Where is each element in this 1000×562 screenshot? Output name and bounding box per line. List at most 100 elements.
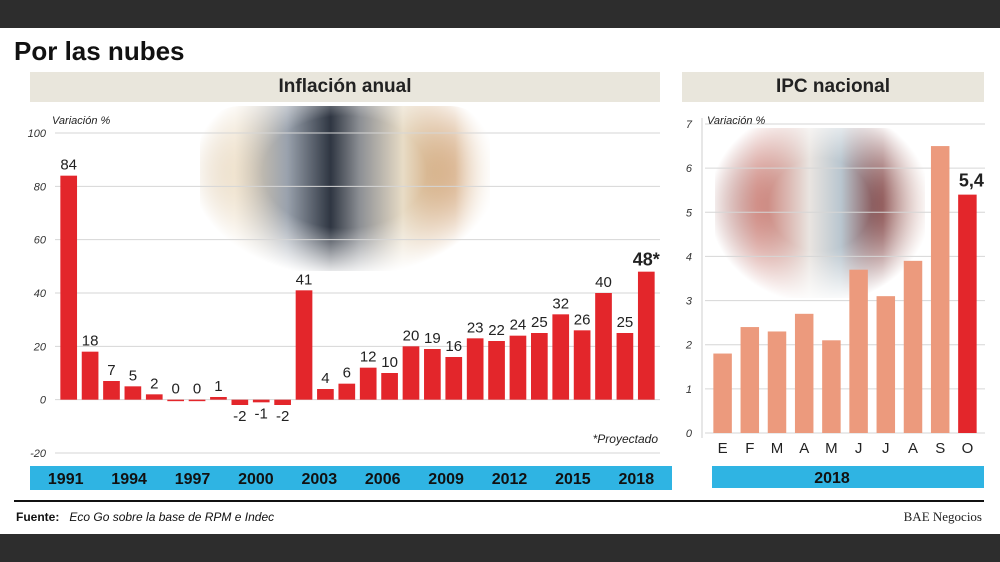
ipc-bar — [794, 313, 814, 433]
bar-value-label: 26 — [574, 311, 591, 328]
y-tick-label: 80 — [34, 181, 47, 193]
ipc-bar — [740, 327, 760, 433]
inflation-bar — [60, 175, 78, 400]
y-tick-label: 4 — [686, 251, 692, 263]
inflation-bar — [424, 349, 441, 400]
x-tick-label: O — [962, 440, 974, 457]
x-tick-label: 2012 — [492, 471, 528, 488]
ipc-bar — [903, 260, 923, 433]
bar-value-label: -2 — [276, 408, 289, 425]
bar-value-label: 22 — [488, 322, 505, 339]
x-axis-band — [30, 466, 672, 490]
bar-value-label: 1 — [214, 378, 222, 395]
y-tick-label: 100 — [28, 128, 47, 140]
shopping-cart-photo — [715, 128, 925, 298]
inflation-bar — [509, 335, 527, 400]
x-tick-label: 2000 — [238, 471, 274, 488]
bar-value-label: 18 — [82, 333, 99, 350]
y-tick-label: 0 — [686, 428, 693, 440]
source-note: Fuente: Eco Go sobre la base de RPM e Ind… — [16, 510, 274, 524]
inflation-bar — [637, 271, 655, 400]
bar-value-label: 25 — [531, 314, 548, 331]
y-tick-label: 0 — [40, 395, 47, 407]
bar-value-label: 20 — [403, 327, 420, 344]
inflation-bar — [188, 399, 206, 402]
x-tick-label: M — [825, 440, 838, 457]
inflation-bar — [552, 314, 570, 400]
bar-value-label: 41 — [296, 271, 313, 288]
x-tick-label: 2009 — [428, 471, 464, 488]
infographic: Por las nubes Inflación anual IPC nacion… — [0, 28, 1000, 534]
inflation-bar — [595, 293, 612, 400]
x-tick-label: 2018 — [619, 471, 655, 488]
y-tick-label: 60 — [34, 235, 47, 247]
inflation-bar — [167, 399, 185, 402]
y-tick-label: 40 — [34, 288, 47, 300]
bar-value-label: 24 — [510, 317, 527, 334]
main-title: Por las nubes — [14, 36, 185, 66]
y-axis-label: Variación % — [707, 115, 766, 127]
year-band-label: 2018 — [814, 470, 850, 487]
bar-value-label: 84 — [60, 157, 77, 174]
ipc-bar — [713, 353, 732, 433]
bar-value-label: 48* — [633, 250, 660, 270]
y-tick-label: -20 — [30, 448, 47, 460]
bar-value-label: 19 — [424, 330, 441, 347]
source-text: Eco Go sobre la base de RPM e Indec — [69, 510, 275, 524]
inflation-bar — [466, 338, 484, 400]
y-tick-label: 6 — [686, 163, 693, 175]
inflation-bar — [616, 333, 634, 400]
inflation-bar — [338, 383, 356, 400]
bar-value-label: 2 — [150, 375, 158, 392]
x-tick-label: 2003 — [302, 471, 338, 488]
y-tick-label: 5 — [686, 207, 693, 219]
bar-value-label: 12 — [360, 349, 377, 366]
inflation-bar — [359, 367, 377, 400]
bar-value-label: 7 — [107, 362, 115, 379]
source-label: Fuente: — [16, 510, 60, 524]
inflation-bar — [81, 351, 99, 400]
x-tick-label: J — [882, 440, 890, 457]
inflation-bar — [381, 373, 398, 400]
bar-value-label: 0 — [171, 381, 179, 398]
inflation-bar — [274, 399, 291, 405]
inflation-bar — [252, 399, 270, 403]
projection-note: *Proyectado — [593, 432, 659, 446]
x-tick-label: S — [935, 440, 945, 457]
y-tick-label: 2 — [685, 340, 692, 352]
footer-divider — [14, 500, 984, 502]
bar-value-label: 10 — [381, 354, 398, 371]
inflation-bar — [295, 290, 313, 400]
x-tick-label: E — [718, 440, 728, 457]
left-chart-title: Inflación anual — [30, 72, 660, 102]
bar-value-label: 25 — [617, 314, 634, 331]
bar-value-label: 5,4 — [959, 171, 984, 191]
y-tick-label: 7 — [686, 119, 693, 131]
bar-value-label: 40 — [595, 274, 612, 291]
ipc-bar — [849, 269, 868, 433]
x-tick-label: 1997 — [175, 471, 211, 488]
inflation-bar — [402, 346, 420, 400]
x-tick-label: 1991 — [48, 471, 84, 488]
y-tick-label: 20 — [33, 341, 47, 353]
inflation-bar — [445, 357, 463, 400]
inflation-bar — [231, 399, 249, 405]
bar-value-label: -1 — [255, 405, 268, 422]
x-tick-label: J — [855, 440, 863, 457]
y-axis-label: Variación % — [52, 115, 111, 127]
x-tick-label: 1994 — [111, 471, 147, 488]
bar-value-label: -2 — [233, 408, 246, 425]
bar-value-label: 4 — [321, 370, 329, 387]
ipc-bar — [876, 296, 896, 433]
inflation-bar — [530, 333, 548, 400]
ipc-bar — [767, 331, 787, 433]
bar-value-label: 16 — [445, 338, 462, 355]
y-tick-label: 3 — [686, 296, 693, 308]
inflation-bar — [573, 330, 591, 400]
y-tick-label: 1 — [686, 384, 692, 396]
bar-value-label: 6 — [343, 365, 351, 382]
inflation-bar — [210, 397, 227, 400]
bar-value-label: 0 — [193, 381, 201, 398]
